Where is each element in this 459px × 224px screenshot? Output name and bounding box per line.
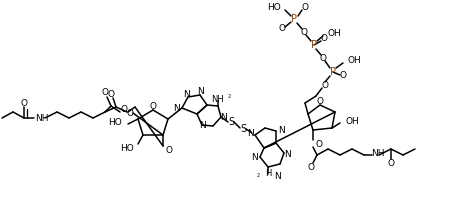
- Text: N: N: [247, 129, 254, 138]
- Text: N: N: [200, 121, 207, 129]
- Text: N: N: [251, 153, 258, 162]
- Text: O: O: [121, 105, 128, 114]
- Text: O: O: [387, 159, 394, 168]
- Text: NH: NH: [371, 149, 385, 157]
- Text: O: O: [21, 99, 28, 108]
- Text: OH: OH: [327, 28, 341, 37]
- Text: OH: OH: [347, 56, 361, 65]
- Text: O: O: [279, 24, 285, 32]
- Text: $_2$: $_2$: [256, 172, 261, 180]
- Text: N: N: [274, 172, 281, 181]
- Text: S: S: [228, 117, 234, 127]
- Text: HO: HO: [108, 118, 122, 127]
- Text: N: N: [173, 103, 180, 112]
- Text: H: H: [265, 168, 271, 177]
- Text: O: O: [301, 28, 308, 37]
- Text: NH: NH: [212, 95, 224, 103]
- Text: N: N: [284, 149, 291, 159]
- Text: O: O: [127, 108, 134, 118]
- Text: HO: HO: [120, 144, 134, 153]
- Text: O: O: [316, 140, 323, 149]
- Text: O: O: [166, 146, 173, 155]
- Text: O: O: [320, 34, 328, 43]
- Text: O: O: [107, 90, 114, 99]
- Text: O: O: [319, 54, 326, 62]
- Text: O: O: [308, 162, 314, 172]
- Text: S: S: [240, 124, 246, 134]
- Text: O: O: [317, 97, 324, 106]
- Text: O: O: [150, 101, 157, 110]
- Text: O: O: [302, 2, 308, 11]
- Text: OH: OH: [345, 116, 359, 125]
- Text: N: N: [278, 125, 285, 134]
- Text: N: N: [198, 86, 204, 95]
- Text: $_2$: $_2$: [227, 93, 232, 101]
- Text: HO: HO: [267, 2, 281, 11]
- Text: P: P: [291, 14, 297, 24]
- Text: O: O: [340, 71, 347, 80]
- Text: O: O: [321, 80, 329, 90]
- Text: P: P: [330, 67, 336, 77]
- Text: O: O: [101, 88, 108, 97]
- Text: P: P: [311, 40, 317, 50]
- Text: NH: NH: [35, 114, 49, 123]
- Text: N: N: [220, 112, 227, 121]
- Text: N: N: [184, 90, 190, 99]
